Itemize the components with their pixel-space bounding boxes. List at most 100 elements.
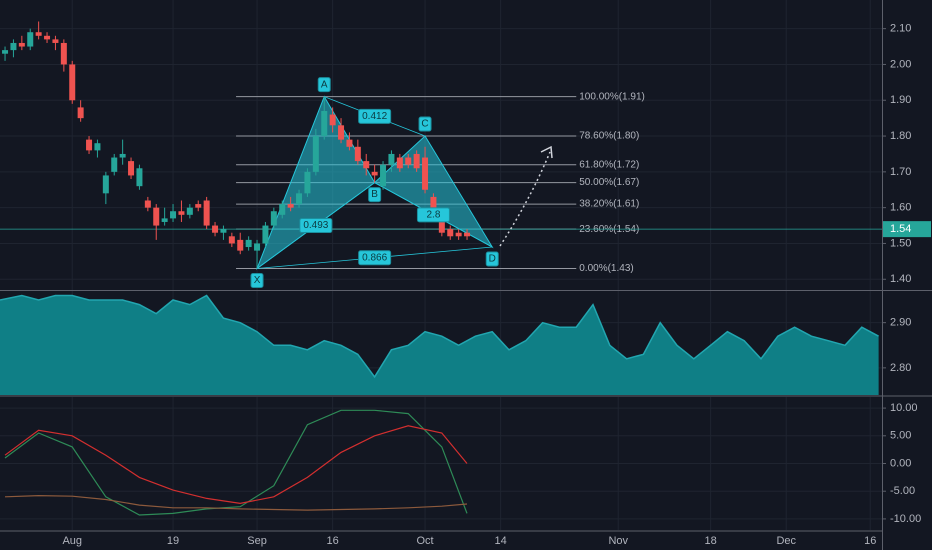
y-tick-label: 1.50 [890,237,911,249]
y-tick-label: 10.00 [890,402,918,414]
candle-body [144,200,151,208]
candle-body [346,139,353,147]
candle-body [94,143,101,151]
candle-body [212,225,219,233]
point-label: B [371,189,378,200]
candle-body [254,243,261,251]
candle-body [228,236,235,244]
y-tick-label: 2.90 [890,317,911,329]
x-tick-label: Oct [416,535,433,547]
point-box [317,77,331,93]
ratio-label: 0.412 [362,111,387,122]
candle-body [195,204,202,208]
candle-body [186,207,193,215]
y-tick-label: 2.10 [890,23,911,35]
candle-body [161,218,168,222]
candle-body [430,196,437,215]
y-tick-label: 1.40 [890,273,911,285]
y-tick-label: -10.00 [890,513,921,525]
ratio-label: 0.866 [362,252,387,263]
y-tick-label: 1.90 [890,94,911,106]
ratio-box [299,218,333,234]
ratio-box [358,250,392,266]
x-tick-label: Sep [247,535,267,547]
x-tick-label: Aug [62,535,82,547]
area-fill [0,295,879,395]
candle-body [438,218,445,233]
point-box [250,273,264,289]
x-tick-label: 14 [495,535,507,547]
x-tick-label: Nov [608,535,628,547]
candle-body [102,175,109,194]
candle-body [44,35,51,40]
fib-label: 50.00%(1.67) [579,177,639,188]
candle-body [119,153,126,158]
fib-label: 78.60%(1.80) [579,131,639,142]
y-tick-label: 2.80 [890,362,911,374]
candle-body [178,211,185,215]
candle-body [86,139,93,151]
candle-body [464,232,471,237]
candle-body [287,204,294,208]
candle-body [447,229,454,237]
point-label: D [489,254,496,265]
candle-body [371,171,378,176]
candle-body [245,239,252,248]
ratio-box [358,108,392,124]
candle-body [69,64,76,101]
candle-body [128,161,135,176]
fib-label: 100.00%(1.91) [579,91,645,102]
candle-body [220,229,227,233]
y-tick-label: 1.60 [890,202,911,214]
candle-body [153,207,160,226]
area-line [0,294,879,379]
candle-body [77,107,84,119]
candle-body [262,225,269,244]
ratio-label: 2.8 [426,209,440,220]
x-tick-label: 16 [327,535,339,547]
candle-body [270,211,277,226]
y-tick-label: 2.00 [890,58,911,70]
candle-body [203,200,210,226]
series-line [4,494,468,511]
candle-body [170,211,177,219]
candle-body [455,232,462,237]
point-label: X [254,275,261,286]
candle-body [388,153,395,165]
x-tick-label: 16 [864,535,876,547]
projection-arrow [499,151,551,247]
series-line [4,409,468,516]
x-tick-label: 19 [167,535,179,547]
candle-body [413,153,420,169]
point-label: A [321,79,328,90]
point-box [418,116,432,132]
candle-body [338,125,345,140]
candle-body [18,42,25,47]
candle-body [329,114,336,126]
candle-body [35,32,42,36]
y-tick-label: 1.80 [890,130,911,142]
ratio-label: 0.493 [303,220,328,231]
last-price-box [883,221,931,238]
candle-body [354,146,361,162]
x-tick-label: Dec [776,535,796,547]
candle-body [380,164,387,187]
candle-body [422,157,429,190]
x-tick-label: 18 [705,535,717,547]
candle-body [237,239,244,251]
point-label: C [421,119,428,130]
ratio-box [416,207,450,223]
candle-body [312,136,319,172]
candle-body [60,42,67,65]
candle-body [52,39,59,43]
candle-body [279,204,286,215]
y-tick-label: -5.00 [890,485,915,497]
candle-body [405,157,412,165]
candle-body [396,157,403,169]
point-box [485,251,499,267]
point-box [368,187,382,203]
